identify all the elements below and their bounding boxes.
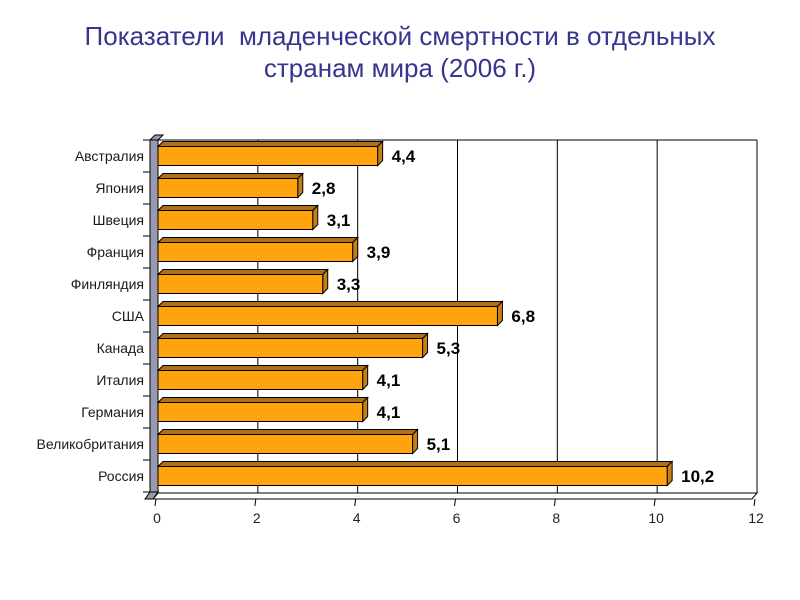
value-label-7: 4,1 [377,371,401,390]
x-tick-4 [354,498,357,507]
bar-end-face-4 [322,268,329,295]
bar-end-face-5 [496,300,503,327]
x-tick-2 [254,498,257,507]
value-label-3: 3,9 [367,243,391,262]
x-tick-label-0: 0 [153,510,161,526]
bar-end-face-2 [312,204,319,231]
x-tick-label-10: 10 [648,510,664,526]
bar-7 [157,370,364,390]
bar-end-face-6 [422,332,429,359]
value-label-2: 3,1 [327,211,351,230]
x-tick-12 [753,498,756,507]
value-label-6: 5,3 [437,339,461,358]
category-label-1: Япония [95,180,144,196]
category-label-10: Россия [98,468,144,484]
value-label-10: 10,2 [681,467,714,486]
bar-top-face-1 [156,173,304,179]
category-label-6: Канада [97,340,145,356]
bar-end-face-10 [666,460,673,487]
bar-top-face-9 [156,429,419,435]
category-label-0: Австралия [75,148,144,164]
bar-4 [157,274,324,294]
x-tick-8 [553,498,556,507]
category-label-4: Финляндия [71,276,144,292]
value-label-1: 2,8 [312,179,336,198]
bar-8 [157,402,364,422]
category-label-7: Италия [96,372,144,388]
bar-top-face-8 [156,397,369,403]
value-label-4: 3,3 [337,275,361,294]
x-tick-label-8: 8 [552,510,560,526]
value-label-5: 6,8 [511,307,535,326]
bar-top-face-10 [156,461,674,467]
bar-end-face-7 [362,364,369,391]
x-tick-0 [154,498,157,507]
value-label-8: 4,1 [377,403,401,422]
bar-top-face-5 [156,301,504,307]
bar-top-face-2 [156,205,319,211]
category-label-2: Швеция [93,212,144,228]
bar-end-face-9 [412,428,419,455]
chart-title: Показатели младенческой смертности в отд… [84,21,716,83]
bar-end-face-1 [297,172,304,199]
x-tick-label-2: 2 [253,510,261,526]
category-label-5: США [112,308,145,324]
bar-1 [157,178,299,198]
bar-end-face-3 [352,236,359,263]
x-tick-label-12: 12 [748,510,764,526]
bar-top-face-3 [156,237,359,243]
bar-10 [157,466,668,486]
category-label-9: Великобритания [36,436,144,452]
wall [149,139,159,493]
category-label-3: Франция [87,244,144,260]
category-label-8: Германия [81,404,144,420]
bar-6 [157,338,424,358]
x-tick-6 [454,498,456,507]
x-tick-label-4: 4 [353,510,361,526]
value-label-0: 4,4 [392,147,416,166]
bar-top-face-4 [156,269,329,275]
bar-top-face-6 [156,333,429,339]
bar-9 [157,434,414,454]
bar-end-face-8 [362,396,369,423]
x-tick-10 [653,498,656,507]
bar-0 [157,146,379,166]
bar-2 [157,210,314,230]
x-tick-label-6: 6 [453,510,461,526]
bar-top-face-0 [156,141,384,147]
bar-top-face-7 [156,365,369,371]
bar-end-face-0 [377,140,384,167]
value-label-9: 5,1 [427,435,451,454]
floor [151,492,759,500]
wall-top-bevel [148,134,165,141]
bar-3 [157,242,354,262]
bar-5 [157,306,498,326]
